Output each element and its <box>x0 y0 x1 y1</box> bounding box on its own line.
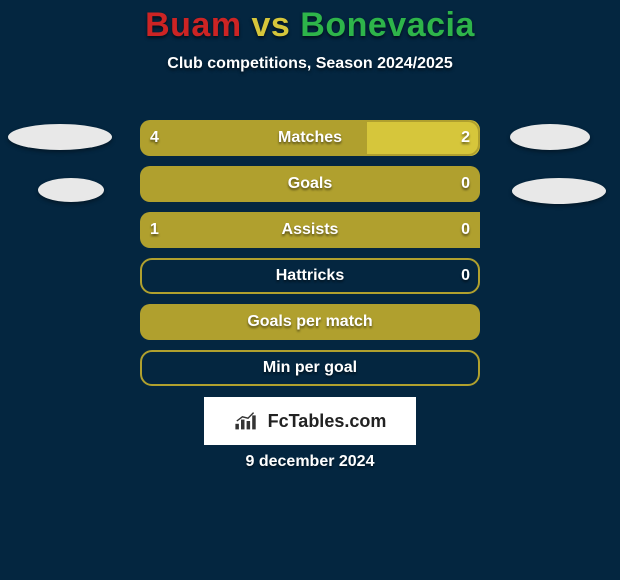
logo-box: FcTables.com <box>204 397 416 445</box>
stat-row: Assists1 0 <box>140 212 480 248</box>
page-title: Buam vs Bonevacia <box>0 0 620 45</box>
stat-value-right: 0 <box>461 258 470 294</box>
side-ellipse <box>8 124 112 150</box>
stat-label: Goals per match <box>140 304 480 340</box>
stat-value-right: 0 <box>461 212 470 248</box>
stat-value-right: 2 <box>461 120 470 156</box>
stat-row: Goals0 <box>140 166 480 202</box>
stat-label: Hattricks <box>140 258 480 294</box>
side-ellipse <box>510 124 590 150</box>
stat-value-right: 0 <box>461 166 470 202</box>
stat-row: Goals per match <box>140 304 480 340</box>
title-vs: vs <box>252 6 291 44</box>
stat-value-left: 4 <box>150 120 159 156</box>
stat-label: Goals <box>140 166 480 202</box>
stat-value-left: 1 <box>150 212 159 248</box>
side-ellipse <box>512 178 606 204</box>
title-left: Buam <box>145 6 241 44</box>
stat-label: Matches <box>140 120 480 156</box>
side-ellipse <box>38 178 104 202</box>
stat-label: Assists <box>140 212 480 248</box>
stat-row: Matches4 2 <box>140 120 480 156</box>
date-text: 9 december 2024 <box>0 453 620 471</box>
bars-icon <box>234 410 262 432</box>
subtitle: Club competitions, Season 2024/2025 <box>0 55 620 73</box>
stat-row: Min per goal <box>140 350 480 386</box>
title-right: Bonevacia <box>300 6 475 44</box>
logo-text: FcTables.com <box>268 411 387 432</box>
stat-row: Hattricks0 <box>140 258 480 294</box>
logo: FcTables.com <box>234 410 387 432</box>
comparison-chart: Matches42Goals0Assists10Hattricks0Goals … <box>140 120 480 396</box>
stat-label: Min per goal <box>140 350 480 386</box>
